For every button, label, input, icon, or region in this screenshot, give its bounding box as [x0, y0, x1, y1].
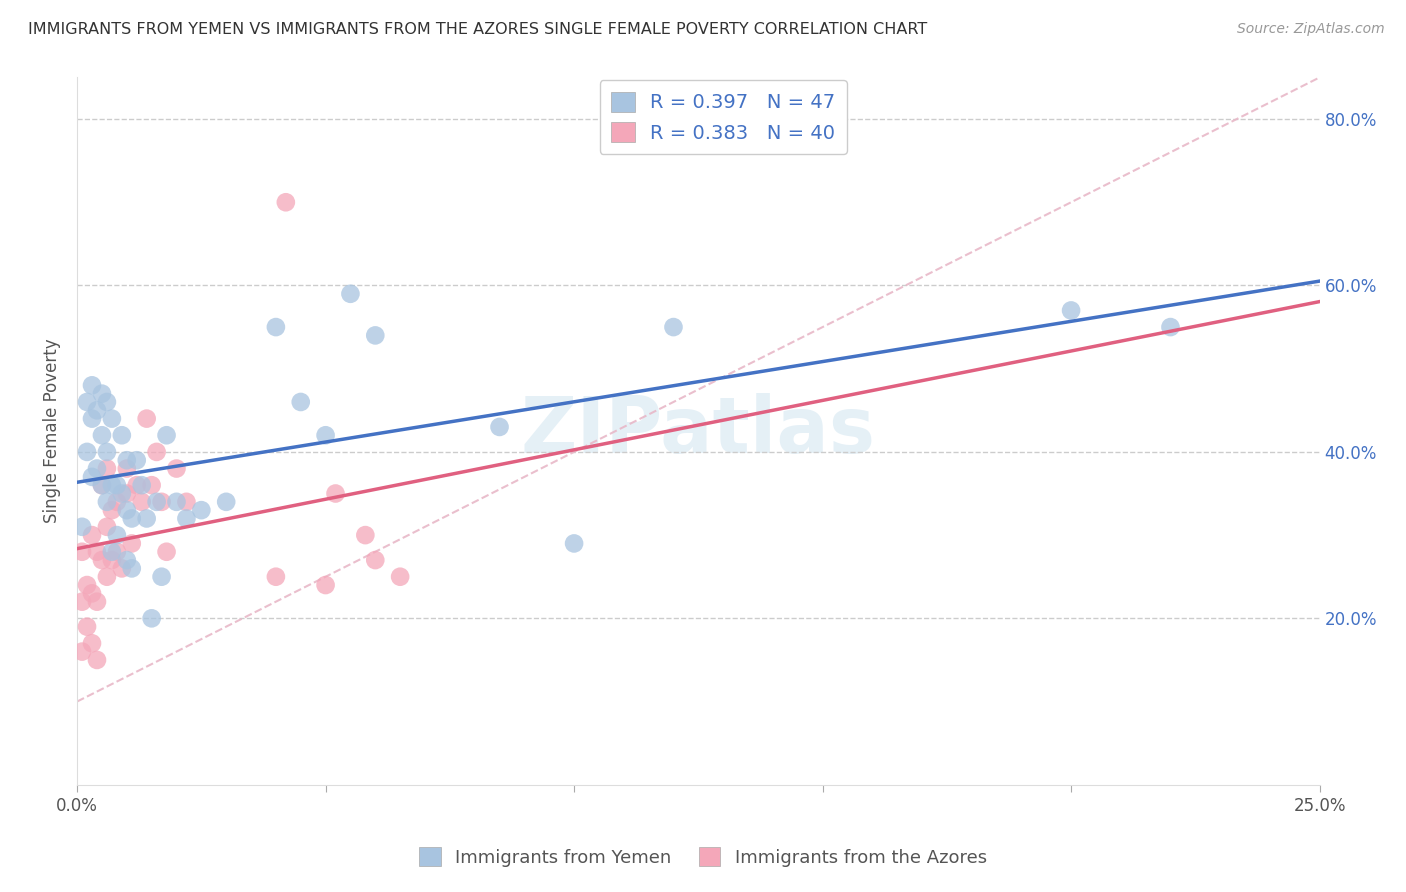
Point [662, 320, 685, 334]
Point [125, 478, 148, 492]
Point [389, 570, 412, 584]
Point [141, 611, 163, 625]
Y-axis label: Single Female Poverty: Single Female Poverty [44, 339, 60, 524]
Point [101, 411, 124, 425]
Point [86, 545, 108, 559]
Point [488, 420, 510, 434]
Point [150, 495, 173, 509]
Point [91, 386, 114, 401]
Point [176, 495, 198, 509]
Point [115, 453, 138, 467]
Point [80, 636, 103, 650]
Point [76, 395, 98, 409]
Point [86, 403, 108, 417]
Point [121, 511, 143, 525]
Point [125, 453, 148, 467]
Point [111, 561, 134, 575]
Point [115, 486, 138, 500]
Point [315, 428, 337, 442]
Point [80, 411, 103, 425]
Point [131, 495, 153, 509]
Point [76, 445, 98, 459]
Point [135, 511, 157, 525]
Text: Source: ZipAtlas.com: Source: ZipAtlas.com [1237, 22, 1385, 37]
Point [91, 428, 114, 442]
Point [135, 411, 157, 425]
Point [86, 653, 108, 667]
Point [111, 428, 134, 442]
Point [325, 486, 347, 500]
Point [101, 503, 124, 517]
Point [80, 378, 103, 392]
Point [141, 478, 163, 492]
Point [76, 620, 98, 634]
Point [1060, 303, 1083, 318]
Point [91, 553, 114, 567]
Point [1159, 320, 1181, 334]
Point [70, 545, 93, 559]
Point [91, 478, 114, 492]
Legend: R = 0.397   N = 47, R = 0.383   N = 40: R = 0.397 N = 47, R = 0.383 N = 40 [599, 80, 846, 154]
Point [339, 286, 361, 301]
Point [264, 570, 287, 584]
Point [145, 445, 167, 459]
Point [96, 445, 118, 459]
Point [70, 645, 93, 659]
Point [105, 545, 128, 559]
Point [80, 528, 103, 542]
Point [115, 553, 138, 567]
Point [96, 461, 118, 475]
Point [166, 495, 188, 509]
Point [111, 486, 134, 500]
Point [105, 528, 128, 542]
Point [190, 503, 212, 517]
Point [96, 520, 118, 534]
Point [155, 428, 177, 442]
Point [101, 545, 124, 559]
Point [145, 495, 167, 509]
Point [105, 495, 128, 509]
Point [70, 595, 93, 609]
Point [80, 470, 103, 484]
Text: ZIPatlas: ZIPatlas [520, 393, 876, 469]
Legend: Immigrants from Yemen, Immigrants from the Azores: Immigrants from Yemen, Immigrants from t… [412, 840, 994, 874]
Point [562, 536, 585, 550]
Point [274, 195, 297, 210]
Point [155, 545, 177, 559]
Point [105, 478, 128, 492]
Point [166, 461, 188, 475]
Point [96, 395, 118, 409]
Point [115, 503, 138, 517]
Point [364, 553, 387, 567]
Point [96, 570, 118, 584]
Point [76, 578, 98, 592]
Point [121, 536, 143, 550]
Point [150, 570, 173, 584]
Point [115, 461, 138, 475]
Point [176, 511, 198, 525]
Point [86, 461, 108, 475]
Point [70, 520, 93, 534]
Point [364, 328, 387, 343]
Point [96, 495, 118, 509]
Point [131, 478, 153, 492]
Point [101, 478, 124, 492]
Point [215, 495, 238, 509]
Point [91, 478, 114, 492]
Point [315, 578, 337, 592]
Point [121, 561, 143, 575]
Point [80, 586, 103, 600]
Text: IMMIGRANTS FROM YEMEN VS IMMIGRANTS FROM THE AZORES SINGLE FEMALE POVERTY CORREL: IMMIGRANTS FROM YEMEN VS IMMIGRANTS FROM… [28, 22, 928, 37]
Point [101, 553, 124, 567]
Point [86, 595, 108, 609]
Point [290, 395, 312, 409]
Point [354, 528, 377, 542]
Point [264, 320, 287, 334]
